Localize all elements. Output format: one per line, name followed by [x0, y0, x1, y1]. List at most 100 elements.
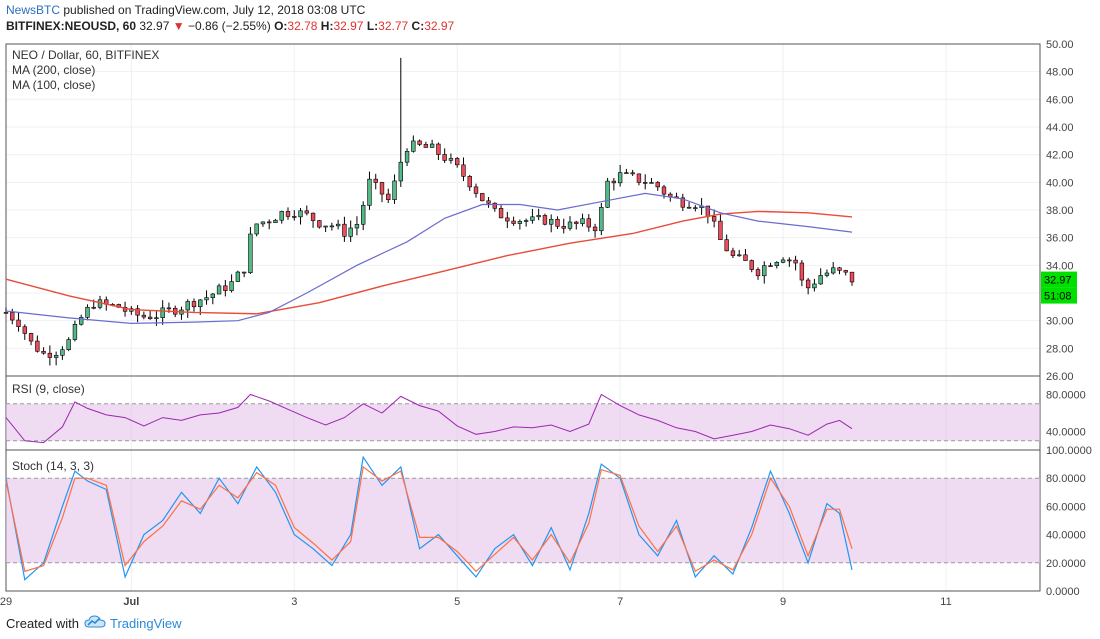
candle-bear — [28, 333, 34, 342]
time-tick-label: 7 — [617, 596, 623, 606]
candle-bull — [774, 262, 779, 267]
candle-bear — [379, 182, 385, 195]
candle-bull — [780, 259, 786, 263]
candle-bear — [486, 200, 491, 204]
candle-bear — [592, 226, 598, 232]
candle-bear — [837, 267, 842, 271]
change-down-icon: ▼ — [172, 19, 185, 33]
candle-bear — [304, 210, 309, 214]
last-price-tag — [1041, 271, 1077, 288]
candle-bull — [185, 301, 190, 311]
candle-bear — [586, 218, 591, 228]
candle-bear — [292, 216, 297, 218]
candle-bear — [561, 226, 566, 229]
stoch-tick-label: 20.0000 — [1046, 558, 1086, 570]
candle-bear — [787, 259, 792, 262]
candle-bear — [755, 269, 761, 277]
candle-bull — [160, 307, 165, 318]
candle-bull — [361, 205, 366, 225]
candle-bear — [636, 173, 642, 183]
candle-bull — [354, 223, 360, 229]
candle-bear — [574, 221, 579, 224]
candle-bear — [147, 316, 153, 320]
candle-bull — [298, 210, 303, 218]
candle-bull — [693, 207, 698, 209]
candle-bear — [317, 220, 322, 228]
candle-bear — [711, 216, 717, 222]
candle-bear — [505, 217, 510, 222]
candle-bull — [517, 221, 523, 224]
candle-bear — [793, 259, 798, 264]
candle-bull — [824, 272, 830, 276]
candle-bear — [492, 202, 497, 209]
symbol-line: BITFINEX:NEOUSD, 60 32.97 ▼ −0.86 (−2.55… — [6, 19, 454, 33]
stoch-tick-label: 0.0000 — [1046, 586, 1080, 598]
close-label: C: — [411, 19, 425, 33]
price-tick-label: 30.00 — [1046, 316, 1074, 328]
countdown-tag-label: 51:08 — [1044, 291, 1072, 303]
candle-bear — [35, 340, 40, 352]
low-value: 32.77 — [378, 19, 409, 33]
candle-bull — [229, 281, 234, 291]
candle-bear — [511, 220, 516, 224]
publish-info: published on TradingView.com, July 12, 2… — [60, 3, 366, 17]
last-price: 32.97 — [139, 19, 170, 33]
candle-bear — [480, 193, 485, 202]
candle-bull — [831, 267, 836, 274]
price-tick-label: 46.00 — [1046, 94, 1074, 106]
candle-bull — [79, 317, 84, 325]
ma100-line — [5, 192, 853, 325]
low-label: L: — [366, 19, 379, 33]
candle-bear — [455, 158, 460, 166]
candle-bear — [267, 221, 272, 224]
candle-bear — [423, 144, 429, 148]
candle-bull — [404, 151, 410, 163]
created-with-label: Created with — [6, 616, 79, 631]
candle-bull — [154, 317, 159, 320]
publisher-name[interactable]: NewsBTC — [6, 3, 61, 17]
candle-bear — [310, 212, 316, 221]
candle-bear — [10, 312, 15, 321]
candle-bear — [141, 314, 147, 318]
tradingview-link[interactable]: TradingView — [110, 616, 182, 631]
symbol-label: BITFINEX:NEOUSD, 60 — [6, 19, 137, 33]
chart-canvas[interactable]: 26.0028.0030.0032.0034.0036.0038.0040.00… — [0, 36, 1100, 606]
candle-bull — [411, 140, 416, 152]
candle-bull — [85, 306, 90, 318]
candle-bear — [3, 312, 9, 314]
candle-bull — [348, 227, 353, 237]
candle-bear — [417, 140, 422, 145]
candle-bear — [743, 254, 748, 261]
footer: Created with TradingView — [0, 606, 1100, 639]
candle-bull — [549, 218, 554, 225]
stoch-tick-label: 60.0000 — [1046, 501, 1086, 513]
time-tick-label: 29 — [0, 596, 12, 606]
candle-bear — [166, 307, 172, 310]
candle-bear — [498, 208, 504, 219]
time-tick-label: 5 — [454, 596, 460, 606]
chart-header: NewsBTC published on TradingView.com, Ju… — [0, 0, 1100, 38]
candle-bear — [473, 186, 479, 194]
ma200-legend: MA (200, close) — [12, 63, 95, 77]
candle-bull — [392, 180, 397, 201]
time-tick-label: 3 — [291, 596, 297, 606]
candle-bull — [279, 211, 284, 221]
rsi-title: RSI (9, close) — [12, 382, 85, 396]
candle-bear — [611, 180, 617, 184]
axis-labels: 26.0028.0030.0032.0034.0036.0038.0040.00… — [0, 39, 1092, 606]
ma200-line — [5, 210, 853, 315]
candle-bear — [467, 176, 472, 188]
candle-bull — [812, 283, 817, 289]
candle-bear — [661, 186, 667, 195]
candle-bull — [335, 223, 341, 227]
ma100-legend: MA (100, close) — [12, 78, 95, 92]
price-candles — [3, 57, 855, 366]
candle-bull — [60, 349, 65, 356]
price-tick-label: 50.00 — [1046, 39, 1074, 51]
candle-bull — [536, 215, 541, 218]
stoch-k-line — [5, 455, 853, 581]
grid-lines — [6, 43, 1040, 591]
candle-bear — [386, 193, 391, 201]
countdown-tag — [1041, 287, 1077, 304]
candle-bear — [643, 182, 648, 184]
